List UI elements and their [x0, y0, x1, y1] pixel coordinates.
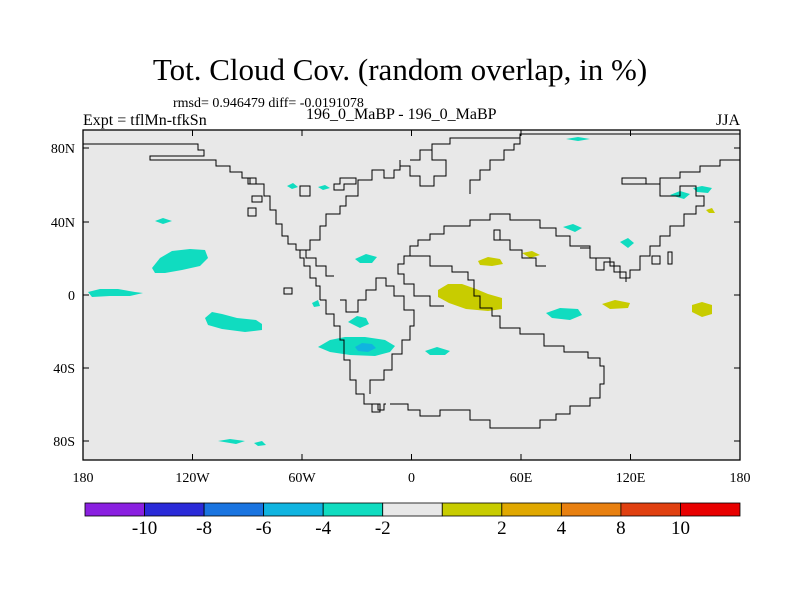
lon-tick-label: 120E	[616, 471, 646, 486]
coastline-caribbean	[300, 249, 334, 277]
lon-tick-label: 60E	[510, 471, 533, 486]
coastline-arctic-islands	[333, 177, 357, 191]
coastline-south-america	[320, 299, 386, 411]
anomaly-patch	[348, 316, 369, 328]
colorbar-label: 2	[497, 518, 507, 539]
colorbar-label: -8	[196, 518, 212, 539]
stats-line: rmsd= 0.946479 diff= -0.0191078	[173, 96, 364, 111]
coastline-island-small-1	[283, 287, 293, 295]
anomaly-patch	[478, 257, 503, 266]
coastline-island-c	[247, 177, 257, 185]
map-title: Tot. Cloud Cov. (random overlap, in %)	[152, 52, 648, 87]
colorbar-label: 8	[616, 518, 626, 539]
coastline-greenland-south	[399, 150, 447, 187]
colorbar-label: -6	[256, 518, 272, 539]
coastline-north-america-east	[304, 160, 401, 251]
lon-tick-label: 60W	[288, 471, 316, 486]
anomaly-patch	[566, 137, 590, 141]
anomaly-patch	[425, 347, 450, 355]
latitude-axis: 80N 40N 0 40S 80S	[51, 142, 740, 450]
anomaly-patch	[546, 308, 582, 320]
lat-tick-label: 40S	[53, 362, 75, 377]
coastline-island-se	[651, 255, 661, 265]
coastline-arabia	[500, 239, 546, 267]
colorbar-swatch	[263, 502, 324, 517]
anomaly-patch	[287, 183, 298, 189]
coastline-south-america-east	[340, 277, 415, 394]
colorbar-swatch	[680, 502, 741, 517]
anomaly-patch	[355, 254, 377, 263]
anomaly-patch	[88, 289, 143, 297]
colorbar-label: -4	[315, 518, 331, 539]
longitude-axis: 180 120W 60W 0 60E 120E 180	[73, 130, 751, 486]
anomaly-patch	[706, 208, 715, 213]
colorbar-swatch	[322, 502, 384, 517]
coastline-japan	[667, 251, 673, 265]
colorbar-swatch	[84, 502, 145, 517]
anomaly-patch	[620, 238, 634, 248]
anomaly-patch	[355, 343, 376, 352]
coastline-island-small-2	[371, 403, 381, 413]
lat-tick-label: 80N	[51, 142, 75, 157]
lon-tick-label: 180	[730, 471, 751, 486]
colorbar	[84, 502, 741, 517]
coastline-europe	[469, 138, 521, 194]
coastline-island-a	[251, 195, 263, 203]
colorbar-label: -2	[375, 518, 391, 539]
anomaly-patches	[88, 137, 715, 446]
coastline-caspian	[493, 229, 501, 241]
colorbar-label: -10	[132, 518, 157, 539]
anomaly-patch	[254, 441, 266, 446]
anomaly-patch	[602, 300, 630, 309]
lat-tick-label: 40N	[51, 216, 75, 231]
colorbar-label: 10	[671, 518, 690, 539]
anomaly-patch	[693, 186, 712, 193]
colorbar-labels: -10 -8 -6 -4 -2 2 4 8 10	[132, 518, 690, 539]
case-label: 196_0_MaBP - 196_0_MaBP	[306, 106, 497, 123]
colorbar-swatch	[382, 502, 443, 517]
anomaly-patch	[563, 224, 582, 232]
coastline-island-b	[247, 207, 257, 217]
anomaly-patch	[318, 185, 330, 190]
map-background	[83, 130, 740, 460]
anomaly-patch	[218, 439, 245, 444]
anomaly-patch	[155, 218, 172, 224]
anomaly-patch	[312, 300, 320, 307]
lat-tick-label: 80S	[53, 435, 75, 450]
anomaly-patch	[438, 284, 502, 311]
coastline-greenland	[410, 133, 740, 161]
anomaly-patch	[152, 249, 208, 273]
colorbar-swatch	[501, 502, 562, 517]
lat-tick-label: 0	[68, 289, 75, 304]
anomaly-patch	[205, 312, 262, 332]
colorbar-swatch	[441, 502, 503, 517]
anomaly-patch	[692, 302, 712, 317]
season-label: JJA	[716, 112, 741, 129]
colorbar-swatch	[620, 502, 681, 517]
coastline-africa-west	[397, 255, 444, 307]
anomaly-patch	[522, 251, 540, 258]
coastline-eurasia	[390, 134, 741, 429]
coastline-north-america	[83, 143, 321, 300]
experiment-label: Expt = tflMn-tfkSn	[83, 112, 207, 129]
coastlines	[83, 133, 741, 429]
lon-tick-label: 0	[408, 471, 415, 486]
colorbar-label: 4	[557, 518, 567, 539]
lon-tick-label: 180	[73, 471, 94, 486]
coastline-island-hudson	[299, 185, 311, 197]
lon-tick-label: 120W	[175, 471, 210, 486]
colorbar-swatch	[144, 502, 205, 517]
colorbar-swatch	[203, 502, 265, 517]
coastline-india	[580, 247, 627, 282]
colorbar-swatch	[560, 502, 622, 517]
